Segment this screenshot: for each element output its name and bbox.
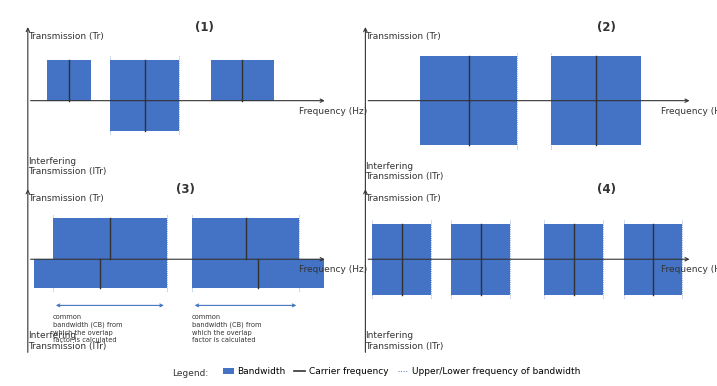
Text: Interfering
Transmission (ITr): Interfering Transmission (ITr) — [28, 331, 106, 350]
Bar — [624, 259, 682, 295]
Text: common
bandwidth (CB) from
which the overlap
factor is calculated: common bandwidth (CB) from which the ove… — [192, 314, 262, 343]
Text: (4): (4) — [597, 183, 616, 196]
Text: Transmission (Tr): Transmission (Tr) — [366, 195, 441, 203]
Text: (3): (3) — [176, 183, 195, 196]
Text: (1): (1) — [195, 21, 214, 34]
Bar — [372, 224, 431, 259]
Bar — [110, 101, 179, 131]
Text: Transmission (Tr): Transmission (Tr) — [366, 32, 441, 41]
Bar — [420, 56, 517, 101]
Bar — [544, 259, 603, 295]
Bar — [211, 60, 274, 101]
Bar — [452, 259, 510, 295]
Text: Interfering
Transmission (ITr): Interfering Transmission (ITr) — [366, 162, 444, 181]
Bar — [544, 224, 603, 259]
Text: Transmission (Tr): Transmission (Tr) — [28, 32, 103, 41]
Text: Interfering
Transmission (ITr): Interfering Transmission (ITr) — [366, 331, 444, 350]
Bar — [192, 259, 324, 288]
Bar — [420, 101, 517, 145]
Bar — [47, 60, 91, 101]
Bar — [372, 259, 431, 295]
Text: Frequency (Hz): Frequency (Hz) — [661, 266, 717, 274]
Text: (2): (2) — [597, 21, 616, 34]
Bar — [551, 56, 641, 101]
Bar — [624, 224, 682, 259]
Legend: Bandwidth, Carrier frequency, Upper/Lower frequency of bandwidth: Bandwidth, Carrier frequency, Upper/Lowe… — [219, 363, 584, 379]
Text: Transmission (Tr): Transmission (Tr) — [28, 195, 103, 203]
Text: Interfering
Transmission (ITr): Interfering Transmission (ITr) — [28, 157, 106, 176]
Bar — [452, 224, 510, 259]
Text: Frequency (Hz): Frequency (Hz) — [661, 107, 717, 116]
Text: Frequency (Hz): Frequency (Hz) — [299, 266, 367, 274]
Text: Legend:: Legend: — [172, 369, 209, 378]
Bar — [34, 259, 166, 288]
Bar — [192, 218, 299, 259]
Bar — [551, 101, 641, 145]
Bar — [53, 218, 166, 259]
Text: common
bandwidth (CB) from
which the overlap
factor is calculated: common bandwidth (CB) from which the ove… — [53, 314, 123, 343]
Bar — [110, 60, 179, 101]
Text: Frequency (Hz): Frequency (Hz) — [299, 107, 367, 116]
